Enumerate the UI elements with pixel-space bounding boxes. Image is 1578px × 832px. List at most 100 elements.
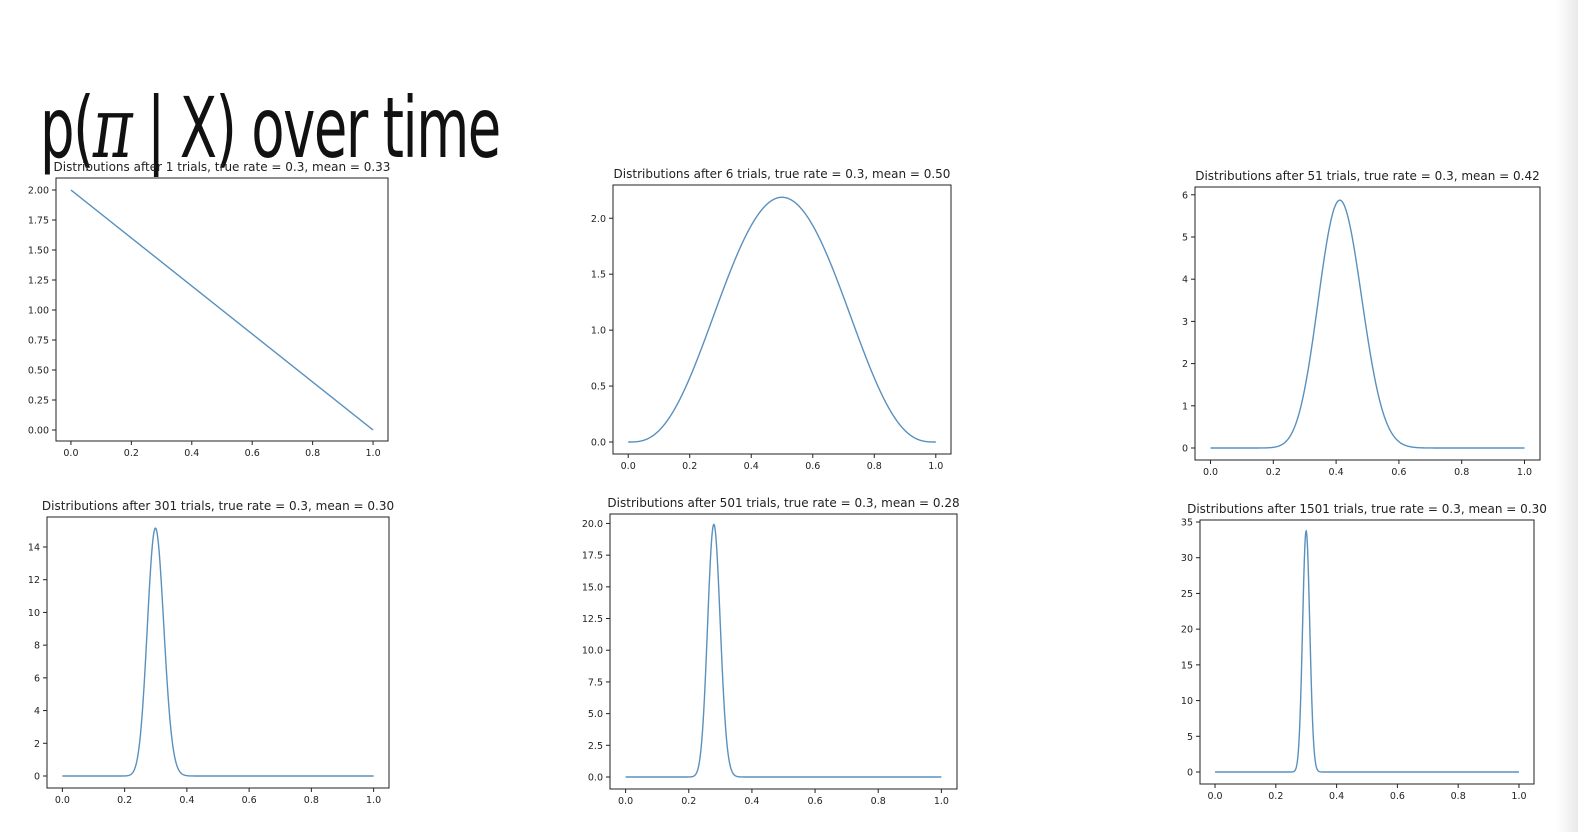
y-tick-label: 8 [34, 641, 40, 652]
posterior-plot-6-trials: Distributions after 6 trials, true rate … [591, 167, 952, 472]
plot-frame [609, 513, 958, 790]
posterior-density-line [625, 523, 942, 778]
x-tick-label: 0.8 [1454, 467, 1469, 478]
y-tick-label: 20 [1181, 625, 1193, 636]
y-tick-label: 0.00 [28, 426, 49, 437]
y-tick-label: 6 [1182, 190, 1188, 201]
plot-frame [1194, 186, 1541, 461]
x-tick-label: 0.0 [55, 795, 70, 806]
x-tick-label: 0.6 [1390, 791, 1405, 802]
x-tick-label: 0.8 [305, 448, 320, 459]
x-tick-label: 0.6 [805, 461, 820, 472]
chart-title: Distributions after 301 trials, true rat… [42, 499, 394, 513]
y-tick-label: 7.5 [588, 677, 603, 688]
y-tick-label: 0.25 [28, 396, 49, 407]
x-tick-label: 0.2 [117, 795, 132, 806]
x-tick-label: 0.2 [1266, 467, 1281, 478]
y-tick-label: 1.25 [28, 276, 49, 287]
x-tick-label: 0.2 [682, 461, 697, 472]
chart-title: Distributions after 6 trials, true rate … [614, 167, 951, 181]
y-tick-label: 0.5 [591, 382, 606, 393]
window-edge-shadow [1556, 0, 1578, 832]
x-tick-label: 0.6 [1391, 467, 1406, 478]
x-tick-label: 0.4 [179, 795, 194, 806]
posterior-density-line [70, 189, 374, 431]
chart-title: Distributions after 1501 trials, true ra… [1187, 502, 1547, 516]
y-tick-label: 12.5 [582, 614, 603, 625]
posterior-plot-51-trials: Distributions after 51 trials, true rate… [1182, 169, 1541, 478]
y-tick-label: 15 [1181, 660, 1193, 671]
x-tick-label: 0.2 [681, 796, 696, 807]
x-tick-label: 0.0 [63, 448, 78, 459]
y-tick-label: 0 [1187, 768, 1193, 779]
slide-title-suffix: | X) over time [131, 79, 501, 178]
x-tick-label: 0.4 [1329, 791, 1344, 802]
y-tick-label: 2.0 [591, 214, 606, 225]
plot-frame [612, 184, 952, 455]
y-tick-label: 4 [34, 706, 40, 717]
posterior-plot-1501-trials: Distributions after 1501 trials, true ra… [1181, 502, 1547, 802]
x-tick-label: 0.8 [304, 795, 319, 806]
slide-title: p(π | X) over time [40, 79, 501, 178]
y-tick-label: 30 [1181, 553, 1193, 564]
y-tick-label: 0.0 [588, 773, 603, 784]
plot-frame [1199, 519, 1535, 785]
x-tick-label: 1.0 [1517, 467, 1532, 478]
chart-title: Distributions after 501 trials, true rat… [607, 496, 959, 510]
y-tick-label: 2.5 [588, 741, 603, 752]
y-tick-label: 5.0 [588, 709, 603, 720]
x-tick-label: 0.2 [1268, 791, 1283, 802]
chart-title: Distributions after 1 trials, true rate … [54, 160, 391, 174]
x-tick-label: 1.0 [1511, 791, 1526, 802]
y-tick-label: 17.5 [582, 551, 603, 562]
y-tick-label: 10 [1181, 696, 1193, 707]
x-tick-label: 0.0 [1203, 467, 1218, 478]
y-tick-label: 4 [1182, 275, 1188, 286]
y-tick-label: 5 [1182, 232, 1188, 243]
x-tick-label: 1.0 [366, 795, 381, 806]
x-tick-label: 1.0 [366, 448, 381, 459]
y-tick-label: 1.00 [28, 306, 49, 317]
y-tick-label: 14 [28, 542, 40, 553]
x-tick-label: 0.4 [184, 448, 199, 459]
x-tick-label: 0.0 [621, 461, 636, 472]
posterior-density-line [628, 196, 936, 443]
posterior-density-line [1215, 529, 1519, 773]
y-tick-label: 1 [1182, 401, 1188, 412]
y-tick-label: 2 [1182, 359, 1188, 370]
y-tick-label: 0.75 [28, 336, 49, 347]
x-tick-label: 0.8 [867, 461, 882, 472]
slide-title-pi-symbol: π [92, 79, 133, 178]
y-tick-label: 6 [34, 673, 40, 684]
y-tick-label: 25 [1181, 589, 1193, 600]
y-tick-label: 0.0 [591, 438, 606, 449]
y-tick-label: 20.0 [582, 519, 603, 530]
posterior-plot-501-trials: Distributions after 501 trials, true rat… [582, 496, 960, 807]
posterior-plot-301-trials: Distributions after 301 trials, true rat… [28, 499, 394, 806]
y-tick-label: 35 [1181, 518, 1193, 529]
x-tick-label: 0.6 [242, 795, 257, 806]
y-tick-label: 1.50 [28, 246, 49, 257]
y-tick-label: 5 [1187, 732, 1193, 743]
y-tick-label: 10 [28, 608, 40, 619]
y-tick-label: 3 [1182, 317, 1188, 328]
y-tick-label: 2.00 [28, 186, 49, 197]
plot-frame [46, 516, 390, 789]
x-tick-label: 0.2 [124, 448, 139, 459]
y-tick-label: 0 [34, 772, 40, 783]
y-tick-label: 1.0 [591, 326, 606, 337]
y-tick-label: 1.75 [28, 216, 49, 227]
x-tick-label: 0.8 [871, 796, 886, 807]
x-tick-label: 0.0 [618, 796, 633, 807]
x-tick-label: 1.0 [934, 796, 949, 807]
chart-title: Distributions after 51 trials, true rate… [1195, 169, 1540, 183]
x-tick-label: 1.0 [928, 461, 943, 472]
x-tick-label: 0.4 [744, 796, 759, 807]
x-tick-label: 0.6 [245, 448, 260, 459]
posterior-density-line [62, 527, 374, 777]
posterior-density-line [1210, 199, 1525, 449]
y-tick-label: 15.0 [582, 582, 603, 593]
y-tick-label: 0.50 [28, 366, 49, 377]
x-tick-label: 0.4 [1329, 467, 1344, 478]
x-tick-label: 0.8 [1451, 791, 1466, 802]
